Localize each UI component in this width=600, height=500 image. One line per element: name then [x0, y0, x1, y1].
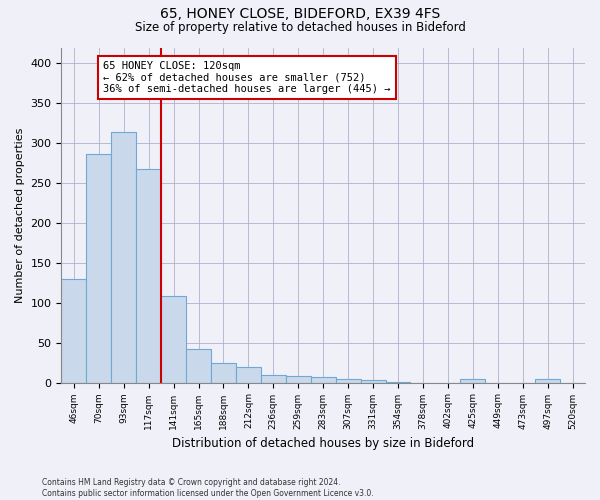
Bar [535, 378, 560, 382]
Bar [136, 169, 161, 382]
Bar [460, 380, 485, 382]
Text: 65, HONEY CLOSE, BIDEFORD, EX39 4FS: 65, HONEY CLOSE, BIDEFORD, EX39 4FS [160, 8, 440, 22]
Text: 65 HONEY CLOSE: 120sqm
← 62% of detached houses are smaller (752)
36% of semi-de: 65 HONEY CLOSE: 120sqm ← 62% of detached… [103, 61, 391, 94]
Bar [61, 279, 86, 382]
Text: Contains HM Land Registry data © Crown copyright and database right 2024.
Contai: Contains HM Land Registry data © Crown c… [42, 478, 374, 498]
Bar [311, 377, 335, 382]
Bar [236, 366, 261, 382]
Bar [111, 132, 136, 382]
Text: Size of property relative to detached houses in Bideford: Size of property relative to detached ho… [134, 21, 466, 34]
Bar [286, 376, 311, 382]
Bar [211, 362, 236, 382]
Y-axis label: Number of detached properties: Number of detached properties [15, 128, 25, 302]
Bar [161, 296, 186, 382]
X-axis label: Distribution of detached houses by size in Bideford: Distribution of detached houses by size … [172, 437, 474, 450]
Bar [335, 378, 361, 382]
Bar [261, 374, 286, 382]
Bar [361, 380, 386, 382]
Bar [186, 349, 211, 382]
Bar [86, 154, 111, 382]
